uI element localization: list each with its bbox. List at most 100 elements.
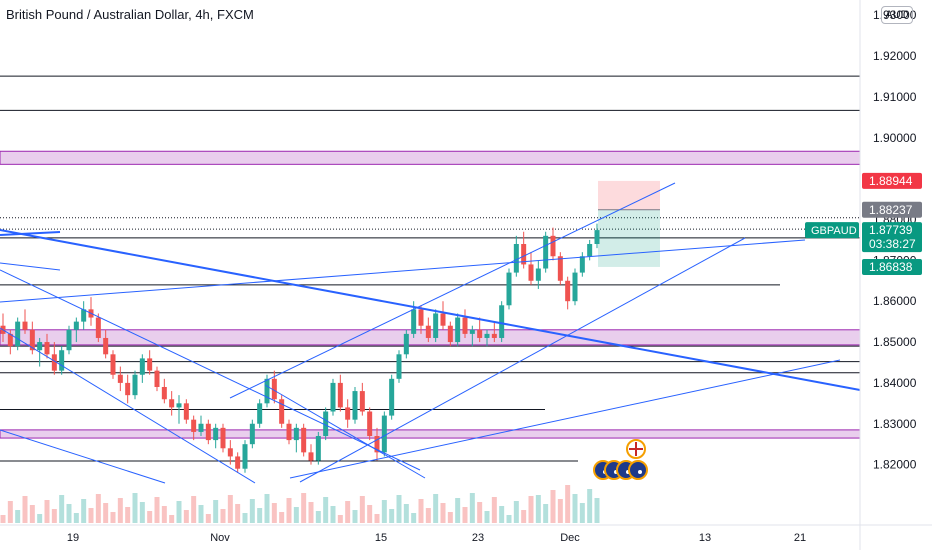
candle-body bbox=[491, 333, 497, 338]
candle-body bbox=[73, 321, 79, 330]
candle-body bbox=[418, 309, 424, 326]
volume-bar bbox=[7, 501, 13, 523]
candle-body bbox=[367, 411, 373, 437]
candle-body bbox=[191, 419, 197, 432]
candle-body bbox=[286, 423, 292, 441]
candle bbox=[227, 440, 233, 465]
candle-body bbox=[308, 452, 314, 461]
candle bbox=[161, 378, 167, 404]
candle-body bbox=[381, 415, 387, 453]
trend-layer bbox=[0, 182, 861, 484]
candle bbox=[396, 350, 402, 383]
trendline bbox=[0, 429, 166, 484]
candle-body bbox=[264, 378, 270, 404]
candle-body bbox=[147, 358, 153, 371]
candle-body bbox=[411, 309, 417, 334]
symbol-flag bbox=[805, 222, 859, 239]
volume-bar bbox=[0, 515, 6, 523]
volume-bar bbox=[161, 506, 167, 523]
candle bbox=[257, 399, 263, 428]
candle-body bbox=[579, 256, 585, 273]
trendline bbox=[0, 231, 61, 236]
candle-body bbox=[279, 399, 285, 424]
candle-body bbox=[499, 305, 505, 338]
volume-bar bbox=[462, 507, 468, 523]
candle bbox=[543, 231, 549, 273]
candle-body bbox=[535, 268, 541, 281]
volume-bar bbox=[132, 493, 138, 523]
candle-body bbox=[301, 427, 307, 453]
volume-bar bbox=[125, 507, 131, 523]
candle-body bbox=[403, 333, 409, 355]
candle-body bbox=[330, 382, 336, 412]
y-tick-label: 1.86000 bbox=[873, 294, 917, 308]
candle-body bbox=[337, 382, 343, 408]
candle bbox=[462, 309, 468, 338]
candle bbox=[455, 313, 461, 347]
volume-bar bbox=[81, 499, 87, 523]
volume-bar bbox=[374, 514, 380, 523]
candle bbox=[29, 321, 35, 355]
volume-layer bbox=[0, 485, 600, 523]
volume-bar bbox=[264, 494, 270, 523]
y-tick-label: 1.82000 bbox=[873, 458, 917, 472]
candle bbox=[425, 317, 431, 343]
volume-bar bbox=[506, 515, 512, 523]
candle-body bbox=[103, 337, 109, 355]
candle bbox=[213, 423, 219, 449]
y-tick-label: 1.92000 bbox=[873, 49, 917, 63]
x-tick-label: 21 bbox=[794, 532, 806, 544]
candle bbox=[506, 268, 512, 310]
candle-body bbox=[117, 374, 123, 383]
candle bbox=[557, 252, 563, 285]
volume-bar bbox=[572, 494, 578, 523]
volume-bar bbox=[66, 504, 72, 523]
trendline bbox=[264, 384, 426, 479]
candle bbox=[315, 431, 321, 465]
candle-body bbox=[257, 403, 263, 424]
last-price-label: 1.87739 bbox=[869, 223, 913, 237]
volume-bar bbox=[147, 511, 153, 523]
trendline bbox=[0, 269, 421, 471]
candle bbox=[433, 309, 439, 343]
candle bbox=[535, 260, 541, 289]
candle bbox=[176, 395, 182, 424]
volume-bar bbox=[535, 495, 541, 523]
candle bbox=[51, 342, 57, 375]
candle-body bbox=[440, 313, 446, 326]
volume-bar bbox=[521, 510, 527, 523]
volume-bar bbox=[308, 502, 314, 523]
x-tick-label: 19 bbox=[67, 532, 79, 544]
y-tick-label: 1.83000 bbox=[873, 417, 917, 431]
candle bbox=[15, 317, 21, 351]
target-flag-label: 1.86838 bbox=[869, 260, 913, 274]
volume-bar bbox=[403, 504, 409, 523]
volume-bar bbox=[191, 496, 197, 523]
zone-layer bbox=[0, 150, 861, 439]
trendline bbox=[289, 359, 841, 479]
candle-body bbox=[15, 321, 21, 347]
candle-body bbox=[125, 382, 131, 396]
candle-body bbox=[521, 244, 527, 265]
candle bbox=[59, 346, 65, 375]
candle-body bbox=[594, 230, 600, 244]
volume-bar bbox=[227, 495, 233, 523]
target-flag bbox=[862, 258, 922, 275]
candle bbox=[579, 252, 585, 277]
candle bbox=[513, 235, 519, 277]
candle bbox=[81, 301, 87, 330]
volume-bar bbox=[425, 508, 431, 523]
candle bbox=[440, 301, 446, 330]
candle bbox=[198, 415, 204, 437]
volume-bar bbox=[271, 503, 277, 523]
volume-bar bbox=[198, 505, 204, 523]
currency-button[interactable]: AUD bbox=[881, 6, 913, 24]
candle-body bbox=[44, 342, 50, 355]
candle-body bbox=[433, 313, 439, 338]
candle-body bbox=[484, 333, 490, 338]
volume-bar bbox=[557, 499, 563, 523]
candle bbox=[565, 276, 571, 310]
candle-body bbox=[227, 448, 233, 457]
